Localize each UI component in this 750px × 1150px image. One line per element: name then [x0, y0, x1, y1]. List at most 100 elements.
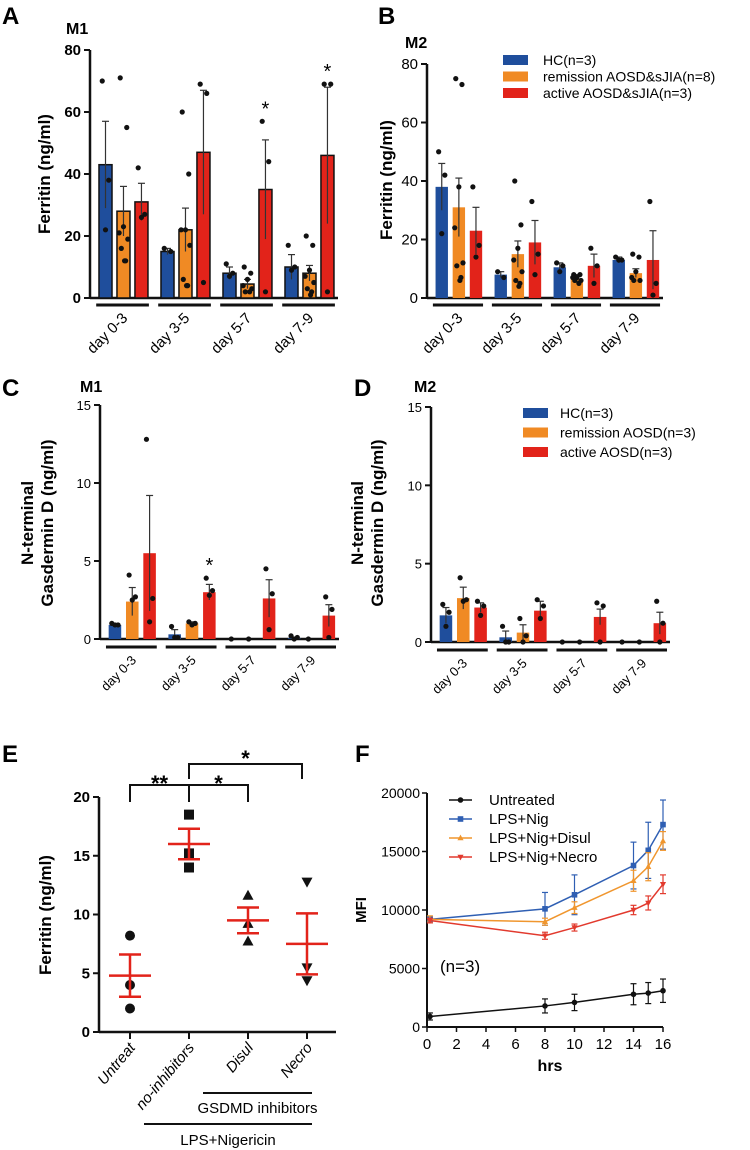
- data-point: [124, 124, 130, 131]
- data-point: [439, 231, 445, 237]
- x-category-label: Untreat: [94, 1039, 139, 1088]
- x-category-label: day 0-3: [98, 653, 139, 694]
- legend-label: LPS+Nig: [489, 811, 549, 828]
- significance-star: *: [324, 61, 332, 83]
- data-point: [647, 198, 653, 205]
- data-point: [244, 276, 251, 282]
- data-point: [241, 264, 247, 270]
- data-point: [247, 289, 253, 295]
- data-point: [523, 633, 529, 639]
- data-point: [168, 623, 175, 630]
- bar: [203, 592, 216, 639]
- data-point: [542, 906, 548, 912]
- data-point: [529, 198, 535, 205]
- data-point: [453, 76, 459, 82]
- x-category-label: day 0-3: [419, 310, 466, 357]
- data-point: [630, 907, 637, 914]
- x-category-label: no-inhibitors: [133, 1039, 199, 1113]
- x-tick-label: 12: [596, 1036, 613, 1053]
- group-label: GSDMD inhibitors: [197, 1100, 317, 1117]
- data-point: [597, 639, 603, 645]
- data-point: [557, 269, 563, 275]
- data-point: [183, 283, 190, 289]
- y-tick-label: 60: [401, 115, 418, 132]
- data-point: [324, 289, 331, 295]
- data-point: [659, 837, 667, 844]
- x-tick-label: 8: [541, 1036, 549, 1053]
- data-point: [187, 242, 193, 248]
- data-point: [121, 258, 128, 264]
- data-point: [636, 254, 642, 260]
- data-point: [588, 245, 594, 251]
- panel-letter: C: [2, 375, 19, 402]
- data-point: [616, 257, 622, 263]
- data-point: [178, 227, 184, 233]
- data-point: [209, 588, 216, 594]
- data-point: [102, 227, 109, 233]
- x-tick-label: 2: [452, 1036, 460, 1053]
- bar: [108, 624, 122, 639]
- data-point: [306, 267, 313, 273]
- data-point: [554, 260, 560, 266]
- legend-label: remission AOSD&sJIA(n=8): [543, 69, 715, 85]
- data-point: [443, 623, 449, 629]
- legend-label: active AOSD(n=3): [560, 444, 672, 460]
- panel-letter: D: [354, 375, 371, 402]
- data-point: [142, 211, 148, 217]
- y-tick-label: 5000: [389, 961, 420, 977]
- y-tick-label: 20000: [381, 785, 420, 801]
- data-point: [302, 273, 308, 279]
- data-point: [495, 269, 501, 275]
- data-point: [440, 601, 446, 608]
- significance-bracket: [188, 763, 303, 779]
- y-tick-label: 40: [64, 166, 81, 183]
- x-category-label: day 7-9: [596, 310, 643, 357]
- data-point: [517, 615, 523, 622]
- y-tick-label: 5: [415, 557, 422, 572]
- x-category-label: day 3-5: [146, 310, 193, 357]
- data-point: [499, 623, 506, 629]
- legend-label: HC(n=3): [560, 405, 613, 421]
- panel-d-bar-chart: D M2 N-terminal Gasdermin D (ng/ml) 0 5 10 15 da…: [348, 375, 696, 697]
- data-point: [650, 292, 656, 298]
- x-tick-label: 16: [655, 1036, 672, 1053]
- panel-letter: B: [378, 3, 395, 30]
- data-point: [571, 891, 578, 898]
- bar: [322, 615, 336, 639]
- data-point: [630, 991, 637, 998]
- y-tick-label: 10: [77, 476, 91, 491]
- data-point: [456, 184, 462, 190]
- significance-star: *: [214, 771, 223, 796]
- data-point: [246, 636, 252, 642]
- data-point: [135, 165, 141, 171]
- data-point: [476, 242, 482, 248]
- x-category-label: day 3-5: [489, 656, 530, 697]
- data-point: [426, 918, 434, 924]
- data-point: [645, 863, 652, 869]
- data-point: [117, 75, 123, 81]
- data-point: [630, 862, 637, 869]
- data-point: [518, 222, 524, 228]
- data-point: [559, 639, 565, 645]
- data-point: [637, 277, 643, 284]
- y-tick-label: 20: [73, 789, 90, 806]
- y-tick-label: 10000: [381, 902, 420, 918]
- y-tick-label: 0: [73, 290, 81, 307]
- legend-marker: [457, 834, 464, 841]
- x-tick-label: 10: [566, 1036, 583, 1053]
- data-point: [660, 620, 666, 626]
- x-category-label: day 5-7: [548, 656, 589, 697]
- panel-letter: E: [2, 741, 18, 768]
- series-line: [429, 824, 664, 921]
- legend-marker: [457, 797, 464, 803]
- panel-letter: F: [355, 741, 370, 768]
- data-point: [263, 566, 269, 572]
- x-category-label: day 7-9: [270, 310, 317, 357]
- data-point: [645, 900, 652, 907]
- data-point: [230, 270, 236, 276]
- y-tick-label: 60: [64, 104, 81, 121]
- y-tick-label: 0: [410, 290, 418, 307]
- y-tick-label: 15: [408, 400, 422, 415]
- x-category-label: day 0-3: [429, 656, 470, 697]
- data-point: [459, 81, 465, 88]
